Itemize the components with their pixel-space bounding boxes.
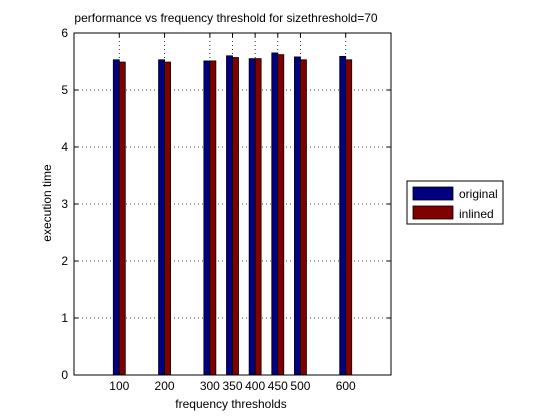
bar-inlined-200 xyxy=(164,61,171,376)
legend-label-original: original xyxy=(459,187,498,201)
chart-title: performance vs frequency threshold for s… xyxy=(74,11,377,25)
y-tick-label: 1 xyxy=(61,311,68,325)
bar-original-300 xyxy=(203,60,211,376)
axis-ticks: 0 1 2 3 4 5 6 100 200 300 350 400 450 500 600 xyxy=(61,26,391,393)
x-tick-label: 500 xyxy=(290,379,310,393)
bar-inlined-400 xyxy=(254,58,262,376)
bar-inlined-300 xyxy=(209,60,217,376)
x-tick-label: 350 xyxy=(222,379,242,393)
x-tick-label: 600 xyxy=(336,379,356,393)
legend-swatch-inlined xyxy=(412,205,454,220)
legend-label-inlined: inlined xyxy=(459,207,494,221)
bar-original-600 xyxy=(339,55,347,376)
bar-original-450 xyxy=(271,52,279,376)
bar-original-400 xyxy=(248,58,256,376)
bar-original-350 xyxy=(226,55,233,376)
bar-original-200 xyxy=(158,59,165,376)
x-tick-label: 100 xyxy=(109,379,129,393)
bar-inlined-600 xyxy=(345,59,353,376)
y-tick-label: 2 xyxy=(61,254,68,268)
legend: original inlined xyxy=(406,180,504,225)
y-axis-label: execution time xyxy=(40,164,54,242)
bar-inlined-100 xyxy=(118,61,126,376)
x-tick-label: 450 xyxy=(268,379,288,393)
bars xyxy=(112,52,353,376)
x-tick-label: 400 xyxy=(245,379,265,393)
y-tick-label: 4 xyxy=(61,140,68,154)
bar-original-500 xyxy=(294,56,301,376)
x-tick-label: 200 xyxy=(155,379,175,393)
bar-inlined-350 xyxy=(232,57,239,376)
y-tick-label: 0 xyxy=(61,368,68,382)
y-tick-label: 6 xyxy=(61,26,68,40)
y-tick-label: 3 xyxy=(61,197,68,211)
x-axis-label: frequency thresholds xyxy=(175,397,286,411)
bar-inlined-500 xyxy=(300,59,307,376)
bar-original-100 xyxy=(112,59,120,376)
legend-swatch-original xyxy=(412,186,454,201)
bar-inlined-450 xyxy=(277,54,285,376)
y-tick-label: 5 xyxy=(61,83,68,97)
x-tick-label: 300 xyxy=(200,379,220,393)
